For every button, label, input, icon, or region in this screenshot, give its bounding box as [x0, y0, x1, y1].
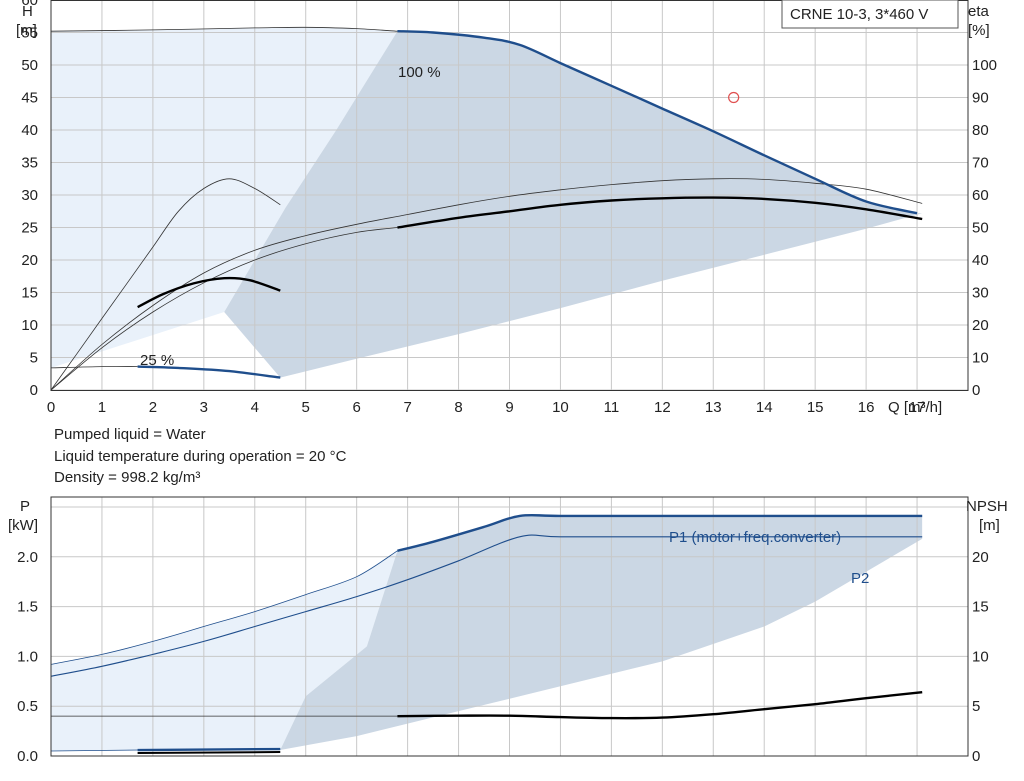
y-left-tick-label: 20	[21, 252, 38, 269]
x-tick-label: 13	[705, 399, 722, 416]
x-tick-label: 9	[505, 399, 513, 416]
top-series-line-0	[397, 30, 918, 215]
npsh-tick-label: 5	[972, 698, 980, 715]
y-right-tick-label: 50	[972, 220, 989, 237]
annotation-100-percent: 100 %	[398, 64, 441, 81]
y-right-tick-label: 90	[972, 90, 989, 107]
x-tick-label: 5	[302, 399, 310, 416]
npsh-axis-label-unit: [m]	[979, 517, 1000, 534]
x-tick-label: 2	[149, 399, 157, 416]
bottom-min-npsh	[137, 751, 281, 755]
x-tick-label: 11	[604, 399, 620, 416]
bottom-light-area	[51, 550, 398, 752]
x-tick-label: 15	[807, 399, 824, 416]
power-axis-label-symbol: P	[20, 498, 30, 515]
power-tick-label: 1.0	[17, 648, 38, 665]
plot-frames	[50, 0, 969, 757]
power-tick-label: 0.5	[17, 698, 38, 715]
footnote-temperature: Liquid temperature during operation = 20…	[54, 448, 347, 465]
footnote-liquid: Pumped liquid = Water	[54, 426, 206, 443]
top-series-line-3	[137, 276, 281, 309]
y-left-tick-label: 50	[21, 57, 38, 74]
x-tick-label: 14	[756, 399, 773, 416]
y-left-tick-label: 55	[21, 25, 38, 42]
y-right-tick-label: 70	[972, 155, 989, 172]
y-left-tick-label: 15	[21, 285, 38, 302]
y-right-label-unit: [%]	[968, 22, 990, 39]
x-tick-label: 17	[909, 399, 926, 416]
chart-title: CRNE 10-3, 3*460 V	[790, 6, 928, 23]
y-right-tick-label: 20	[972, 317, 989, 334]
operating-point-marker	[728, 91, 740, 104]
y-right-label-symbol: eta	[968, 3, 990, 20]
y-right-tick-label: 40	[972, 252, 989, 269]
npsh-tick-label: 20	[972, 549, 989, 566]
performance-range-areas	[51, 27, 923, 752]
bottom-plot-frame	[50, 496, 969, 757]
annotation-25-percent: 25 %	[140, 352, 174, 369]
x-tick-label: 16	[858, 399, 875, 416]
bottom-min-power	[137, 747, 281, 752]
top-series-line-2	[397, 196, 923, 229]
x-tick-label: 4	[251, 399, 259, 416]
y-left-tick-label: 60	[21, 0, 38, 9]
x-tick-label: 3	[200, 399, 208, 416]
y-right-tick-label: 30	[972, 285, 989, 302]
x-tick-label: 1	[98, 399, 106, 416]
npsh-tick-label: 0	[972, 748, 980, 765]
npsh-tick-label: 15	[972, 599, 989, 616]
x-tick-label: 6	[352, 399, 360, 416]
y-left-label-symbol: H	[22, 3, 33, 20]
bottom-series-line-2	[397, 691, 923, 720]
y-left-tick-label: 5	[30, 350, 38, 367]
npsh-tick-label: 10	[972, 648, 989, 665]
power-tick-label: 0.0	[17, 748, 38, 765]
curve-lines	[50, 26, 923, 755]
tick-labels: 0 1 2 3 4 5 6 7 8 9 10 11 12 13 14 15 16 1705101520253035…	[17, 0, 997, 765]
top-light-area	[51, 27, 398, 391]
title-box	[781, 0, 959, 29]
top-thin-curve-2	[50, 178, 281, 391]
y-right-tick-label: 100	[972, 57, 997, 74]
x-tick-label: 12	[654, 399, 671, 416]
y-left-tick-label: 0	[30, 382, 38, 399]
power-tick-label: 1.5	[17, 599, 38, 616]
top-thin-curve-1	[50, 26, 398, 32]
bottom-series-line-1	[50, 534, 923, 677]
x-axis-label: Q [m³/h]	[888, 399, 942, 416]
y-left-tick-label: 40	[21, 122, 38, 139]
x-tick-label: 8	[454, 399, 462, 416]
y-left-tick-label: 25	[21, 220, 38, 237]
npsh-axis-label-symbol: NPSH	[966, 498, 1008, 515]
bottom-dark-area	[280, 515, 923, 751]
p1-series-label: P1 (motor+freq.converter)	[669, 529, 841, 546]
power-axis-label-unit: [kW]	[8, 517, 38, 534]
top-plot-frame	[50, 0, 969, 391]
y-right-tick-label: 80	[972, 122, 989, 139]
top-thin-curve-0	[50, 366, 138, 369]
y-right-tick-label: 60	[972, 187, 989, 204]
x-tick-label: 10	[552, 399, 569, 416]
grid-lines	[50, 0, 969, 757]
y-left-tick-label: 10	[21, 317, 38, 334]
x-tick-label: 7	[403, 399, 411, 416]
top-thin-curve-4	[50, 227, 398, 391]
y-left-label-unit: [m]	[16, 22, 37, 39]
top-thin-curve-3	[50, 178, 923, 391]
y-left-tick-label: 45	[21, 90, 38, 107]
bottom-series-line-0	[397, 513, 923, 552]
power-tick-label: 2.0	[17, 549, 38, 566]
footnote-density: Density = 998.2 kg/m³	[54, 469, 200, 486]
y-right-tick-label: 0	[972, 382, 980, 399]
y-left-tick-label: 35	[21, 155, 38, 172]
y-left-tick-label: 30	[21, 187, 38, 204]
x-tick-label: 0	[47, 399, 55, 416]
top-series-line-1	[137, 365, 281, 379]
p2-series-label: P2	[851, 570, 869, 587]
y-right-tick-label: 10	[972, 350, 989, 367]
bottom-thin-p1	[50, 550, 398, 665]
